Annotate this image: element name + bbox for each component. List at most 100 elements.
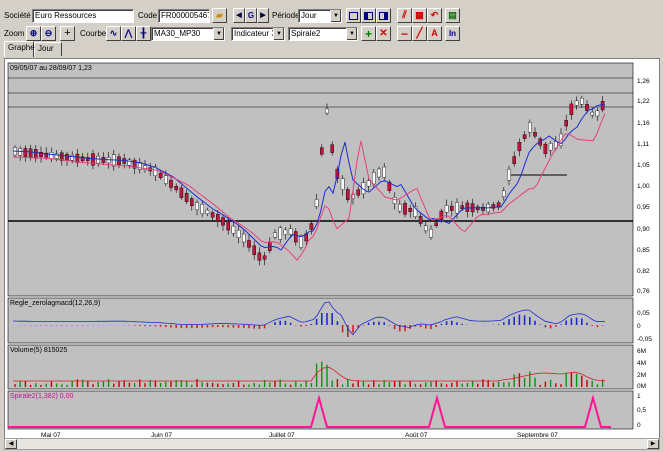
candle-body [382,166,387,178]
split-window-icon [364,11,373,20]
periode-select[interactable]: Jour ▼ [298,9,342,23]
save-button[interactable]: ▤ [445,8,460,23]
draw-horizontal-button[interactable]: − [397,26,412,41]
next-button[interactable]: ▶ [257,8,269,23]
undo-button[interactable]: ↶ [427,8,442,23]
candle-body [49,152,54,160]
candle-body [398,203,402,212]
remove-indicator-button[interactable]: ✕ [376,26,391,41]
macd-ytick: -0,05 [637,336,652,343]
spirale-ytick: 0,5 [637,407,646,414]
volume-ytick: 2M [637,372,646,379]
candle-body [294,231,298,243]
price-ytick: 1,05 [637,162,650,169]
ma-blue-line [12,104,606,251]
toolbar: Société Euro Ressources Code FR000005467… [0,0,663,42]
scroll-right-button[interactable]: ▶ [647,439,659,449]
plot-layer [8,77,633,428]
courbe-label: Courbe [80,29,107,38]
candle-body [481,206,485,211]
goto-label: G [247,10,255,20]
candle-body [299,236,303,248]
prev-button[interactable]: ◀ [233,8,245,23]
price-ytick: 0,82 [637,268,650,275]
volume-panel-bg [7,344,634,390]
candle-chart-button[interactable]: ⋀ [121,26,136,41]
spirale-panel-bg [7,390,634,430]
candle-body [507,168,511,181]
zoom-out-icon: ⊖ [44,28,53,38]
candle-body [132,159,137,169]
zoom-in-button[interactable]: ⊕ [26,26,41,41]
draw-trendline-button[interactable]: ╱ [412,26,427,41]
undo-icon: ↶ [430,10,439,20]
candle-body [236,229,241,238]
candle-body [465,202,470,212]
xaxis-month: Mai 07 [41,432,61,439]
price-ytick: 0,95 [637,204,650,211]
hatch-icon: ▦ [415,10,424,20]
draw-parallel-button[interactable]: ⫽ [397,8,412,23]
candle-body [528,122,532,133]
candle-body [564,120,568,127]
volume-ytick: 0M [637,383,646,390]
scroll-left-button[interactable]: ◀ [5,439,17,449]
candle-body [70,154,74,161]
chart-svg[interactable]: 09/05/07 au 28/09/07 1,23 Regle_zerolagm… [5,59,659,439]
spirale-select[interactable]: Spirale2 ▼ [288,27,358,41]
candle-body [595,110,600,117]
tab-jour[interactable]: Jour [34,42,62,56]
candle-body [574,100,579,106]
volume-ytick: 6M [637,348,646,355]
draw-fibonacci-button[interactable]: A [427,26,442,41]
crosshair-button[interactable]: + [60,26,75,41]
close-icon: ✕ [379,27,388,39]
goto-button[interactable]: G [245,8,257,23]
zoom-in-icon: ⊕ [29,28,38,38]
line-chart-button[interactable]: ∿ [106,26,121,41]
open-folder-button[interactable]: ▰ [212,8,227,23]
code-field[interactable]: FR0000054678 [158,9,210,23]
candle-body [392,197,397,204]
candle-body [590,111,594,116]
in-button[interactable]: In [445,26,460,41]
indicator-value: Indicateur 3 [234,29,276,38]
layout-split-button[interactable] [361,8,376,23]
price-ytick: 0,85 [637,247,650,254]
layout-columns-button[interactable] [376,8,391,23]
chart-frame: 09/05/07 au 28/09/07 1,23 Regle_zerolagm… [4,58,660,440]
candle-body [330,144,335,153]
bar-chart-button[interactable]: ╂ [136,26,151,41]
candle-body [158,173,163,178]
candle-body [39,152,43,157]
periode-value: Jour [301,11,317,20]
candle-body [169,179,173,188]
price-ytick: 1,16 [637,120,650,127]
candle-body [65,153,69,161]
tab-graphe[interactable]: Graphe [4,41,35,57]
volume-ma-line [13,366,606,382]
tab-graphe-label: Graphe [8,43,35,52]
indicator-select[interactable]: Indicateur 3 ▼ [231,27,285,41]
candle-body [252,245,257,255]
candle-body [517,142,522,152]
candle-body [320,147,324,155]
price-ytick: 0,90 [637,226,650,233]
layout-single-button[interactable] [346,8,361,23]
societe-field[interactable]: Euro Ressources [32,9,134,23]
bar-chart-icon: ╂ [140,28,147,38]
zoom-out-button[interactable]: ⊖ [41,26,56,41]
candle-body [569,103,574,115]
candle-body [366,180,371,187]
arrow-left-icon: ◀ [8,441,14,447]
draw-grid-button[interactable]: ▦ [412,8,427,23]
candle-body [247,240,251,248]
window-icon [349,11,358,20]
horizontal-scrollbar[interactable]: ◀ ▶ [4,438,660,450]
candle-body [455,202,459,214]
candle-body [143,165,147,170]
moving-average-select[interactable]: MA30_MP30 ▼ [151,27,225,41]
candle-body [522,134,527,139]
add-indicator-button[interactable]: + [361,26,376,41]
spirale-ytick: 0 [637,422,641,429]
